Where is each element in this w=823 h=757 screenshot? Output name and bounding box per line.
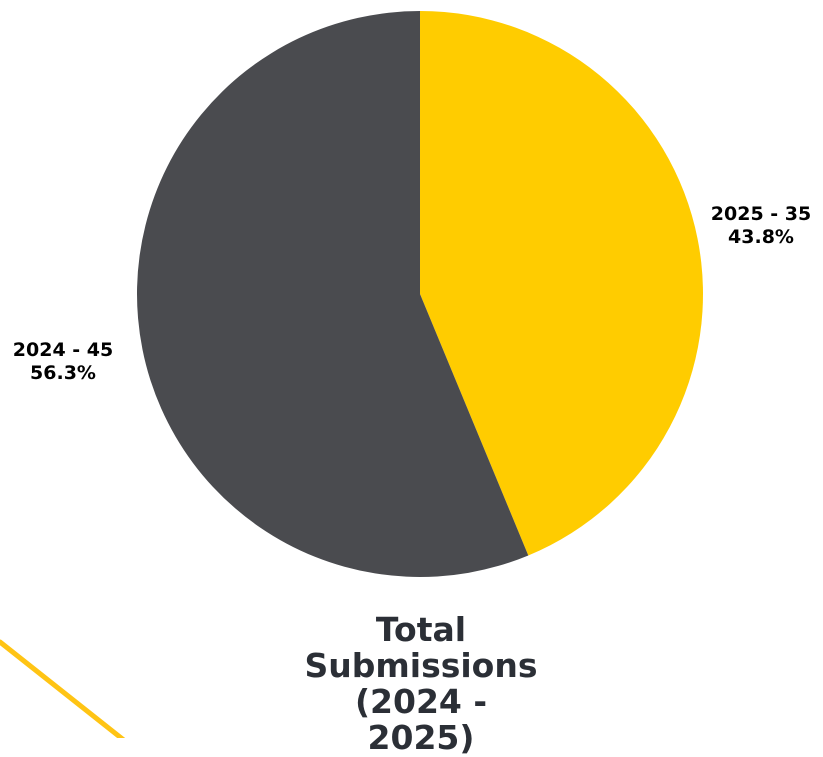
slice-label-2024-value: 2024 - 45 bbox=[12, 339, 114, 361]
chart-title-line-1: Total bbox=[375, 610, 467, 649]
slice-label-2025-value: 2025 - 35 bbox=[710, 203, 812, 225]
chart-title-line-2: Submissions bbox=[304, 646, 538, 685]
slice-label-2024: 2024 - 45 56.3% bbox=[0, 339, 126, 385]
pie-slice-2025 bbox=[420, 11, 703, 556]
slice-label-2025-percent: 43.8% bbox=[728, 226, 794, 248]
pie-slices bbox=[136, 11, 703, 577]
decorative-accent-line bbox=[0, 639, 126, 738]
pie-slice-2024 bbox=[136, 11, 529, 577]
chart-title: Total Submissions (2024 - 2025) bbox=[300, 612, 542, 756]
pie-chart bbox=[0, 11, 703, 738]
chart-title-line-3: (2024 - 2025) bbox=[354, 682, 488, 757]
slice-label-2025: 2025 - 35 43.8% bbox=[698, 203, 823, 249]
slice-label-2024-percent: 56.3% bbox=[30, 362, 96, 384]
